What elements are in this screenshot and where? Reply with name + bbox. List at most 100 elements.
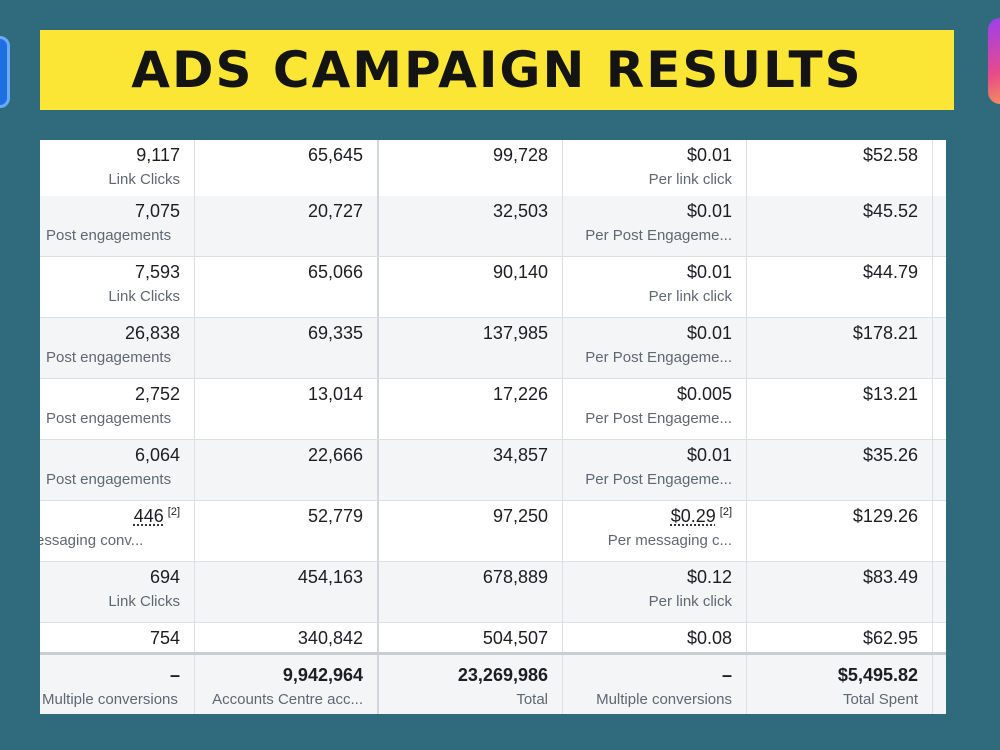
results-type: essaging conv... xyxy=(40,532,144,549)
spent-value: $129.26 xyxy=(852,506,918,526)
reach-value: 65,645 xyxy=(307,145,363,165)
impressions-cell: 32,503 xyxy=(379,196,563,256)
reach-cell: 52,779 xyxy=(195,501,379,561)
reach-value: 22,666 xyxy=(307,445,363,465)
cost-footnote[interactable]: [2] xyxy=(719,506,732,518)
reach-total-cell: 9,942,964 Accounts Centre acc... xyxy=(195,655,379,714)
spent-cell: $83.49 xyxy=(747,562,933,622)
spent-cell: $44.79 xyxy=(747,257,933,317)
results-value: 7,075 xyxy=(134,201,180,221)
cost-value: $0.005 xyxy=(676,384,732,404)
impressions-total-cell: 23,269,986 Total xyxy=(379,655,563,714)
reach-total-label: Accounts Centre acc... xyxy=(212,691,363,708)
results-type: Link Clicks xyxy=(108,288,180,305)
trailing-cell xyxy=(933,140,946,200)
reach-cell: 65,645 xyxy=(195,140,379,200)
spent-cell: $52.58 xyxy=(747,140,933,200)
cost-value: $0.12 xyxy=(686,567,732,587)
spent-cell: $45.52 xyxy=(747,196,933,256)
results-value: 694 xyxy=(149,567,180,587)
results-cell: 26,838 Post engagements xyxy=(40,318,195,378)
impressions-value: 137,985 xyxy=(482,323,548,343)
results-cell: 7,593 Link Clicks xyxy=(40,257,195,317)
cost-total-value: – xyxy=(721,665,732,685)
cost-cell: $0.005 Per Post Engageme... xyxy=(563,379,747,439)
cost-type: Per messaging c... xyxy=(607,532,732,549)
impressions-value: 678,889 xyxy=(482,567,548,587)
trailing-cell xyxy=(933,501,946,561)
table-row[interactable]: 6,064 Post engagements 22,666 34,857 $0.… xyxy=(40,440,946,501)
cost-cell: $0.01 Per Post Engageme... xyxy=(563,196,747,256)
cost-value: $0.29 [2] xyxy=(671,506,732,527)
reach-cell: 454,163 xyxy=(195,562,379,622)
trailing-cell xyxy=(933,257,946,317)
impressions-value: 99,728 xyxy=(492,145,548,165)
reach-value: 454,163 xyxy=(297,567,363,587)
impressions-value: 17,226 xyxy=(492,384,548,404)
cost-value: $0.08 xyxy=(686,628,732,648)
cost-value: $0.01 xyxy=(686,445,732,465)
totals-row: – Multiple conversions 9,942,964 Account… xyxy=(40,652,946,714)
results-total-cell: – Multiple conversions xyxy=(40,655,195,714)
results-number[interactable]: 446 xyxy=(133,506,164,526)
results-type: Post engagements xyxy=(46,349,172,366)
results-table: 9,117 Link Clicks 65,645 99,728 $0.01 Pe… xyxy=(40,140,946,714)
trailing-cell xyxy=(933,440,946,500)
impressions-cell: 97,250 xyxy=(379,501,563,561)
results-value: 446 [2] xyxy=(134,506,180,527)
impressions-total-label: Total xyxy=(516,691,548,708)
spent-value: $62.95 xyxy=(862,628,918,648)
spent-value: $45.52 xyxy=(862,201,918,221)
table-row[interactable]: 9,117 Link Clicks 65,645 99,728 $0.01 Pe… xyxy=(40,140,946,201)
spent-cell: $13.21 xyxy=(747,379,933,439)
table-body: 9,117 Link Clicks 65,645 99,728 $0.01 Pe… xyxy=(40,140,946,714)
impressions-value: 32,503 xyxy=(492,201,548,221)
cost-type: Per link click xyxy=(648,593,732,610)
results-type: Post engagements xyxy=(46,471,172,488)
results-total-value: – xyxy=(169,665,180,685)
table-row[interactable]: 7,593 Link Clicks 65,066 90,140 $0.01 Pe… xyxy=(40,257,946,318)
impressions-total-value: 23,269,986 xyxy=(457,665,548,685)
cost-type: Per link click xyxy=(648,288,732,305)
reach-cell: 69,335 xyxy=(195,318,379,378)
trailing-cell xyxy=(933,196,946,256)
impressions-value: 90,140 xyxy=(492,262,548,282)
spent-total-value: $5,495.82 xyxy=(837,665,918,685)
reach-cell: 13,014 xyxy=(195,379,379,439)
spent-value: $13.21 xyxy=(862,384,918,404)
cost-cell: $0.01 Per Post Engageme... xyxy=(563,440,747,500)
right-edge-logo-icon xyxy=(988,18,1000,104)
results-value: 9,117 xyxy=(136,145,180,165)
impressions-value: 504,507 xyxy=(482,628,548,648)
results-cell: 6,064 Post engagements xyxy=(40,440,195,500)
impressions-cell: 99,728 xyxy=(379,140,563,200)
results-value: 26,838 xyxy=(124,323,180,343)
table-row[interactable]: 2,752 Post engagements 13,014 17,226 $0.… xyxy=(40,379,946,440)
reach-value: 52,779 xyxy=(307,506,363,526)
left-edge-logo-icon xyxy=(0,36,10,108)
reach-value: 65,066 xyxy=(307,262,363,282)
cost-number[interactable]: $0.29 xyxy=(670,506,716,526)
cost-type: Per link click xyxy=(648,171,732,188)
table-row[interactable]: 26,838 Post engagements 69,335 137,985 $… xyxy=(40,318,946,379)
results-type: Post engagements xyxy=(46,410,172,427)
cost-cell: $0.12 Per link click xyxy=(563,562,747,622)
results-type: Link Clicks xyxy=(108,593,180,610)
table-row[interactable]: 694 Link Clicks 454,163 678,889 $0.12 Pe… xyxy=(40,562,946,623)
table-row[interactable]: 7,075 Post engagements 20,727 32,503 $0.… xyxy=(40,196,946,257)
cost-cell: $0.01 Per link click xyxy=(563,257,747,317)
cost-type: Per Post Engageme... xyxy=(585,410,732,427)
cost-cell: $0.01 Per Post Engageme... xyxy=(563,318,747,378)
results-footnote[interactable]: [2] xyxy=(167,506,180,518)
table-row[interactable]: 446 [2] essaging conv... 52,779 97,250 $0… xyxy=(40,501,946,562)
reach-value: 69,335 xyxy=(307,323,363,343)
spent-cell: $35.26 xyxy=(747,440,933,500)
cost-value: $0.01 xyxy=(686,262,732,282)
results-cell: 9,117 Link Clicks xyxy=(40,140,195,200)
cost-cell: $0.01 Per link click xyxy=(563,140,747,200)
results-cell: 7,075 Post engagements xyxy=(40,196,195,256)
results-value: 2,752 xyxy=(134,384,180,404)
impressions-cell: 90,140 xyxy=(379,257,563,317)
cost-value: $0.01 xyxy=(686,145,732,165)
spent-value: $52.58 xyxy=(862,145,918,165)
